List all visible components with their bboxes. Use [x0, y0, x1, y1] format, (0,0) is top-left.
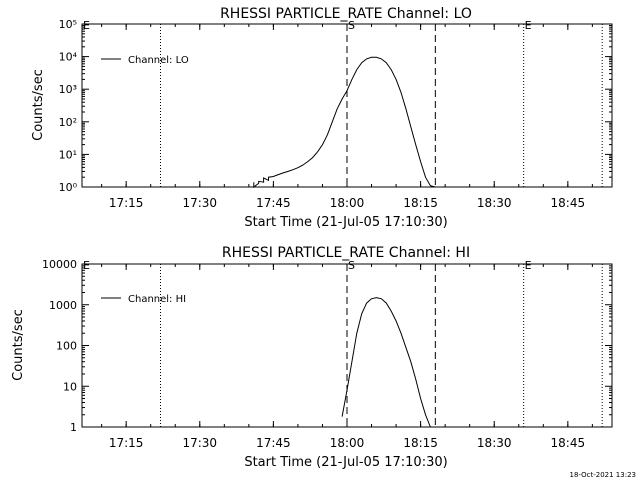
x-tick-label: 18:45 [551, 196, 586, 210]
y-tick-label: 1000 [49, 299, 77, 312]
y-axis-label: Counts/sec [31, 69, 46, 141]
x-tick-label: 17:45 [256, 196, 291, 210]
event-marker-label: E [525, 259, 532, 272]
x-tick-label: 18:30 [477, 436, 512, 450]
y-tick-label: 10¹ [59, 148, 77, 161]
y-tick-label: 100 [56, 340, 77, 353]
event-marker-label: S [348, 259, 355, 272]
event-marker-label: E [83, 259, 90, 272]
x-axis-label: Start Time (21-Jul-05 17:10:30) [244, 455, 447, 470]
event-marker-label: E [83, 19, 90, 32]
y-tick-label: 10² [59, 116, 77, 129]
event-marker-label: S [348, 19, 355, 32]
y-axis: 10⁰ 10¹ 10² 10³ 10⁴ 10⁵ [59, 18, 612, 194]
legend-label: Channel: HI [128, 294, 186, 305]
x-tick-label: 17:45 [256, 436, 291, 450]
y-tick-label: 10000 [42, 258, 77, 271]
event-marker-label: E [525, 19, 532, 32]
x-tick-label: 17:30 [182, 436, 217, 450]
y-axis-label: Counts/sec [11, 309, 26, 381]
x-tick-label: 18:00 [330, 436, 365, 450]
x-axis: 17:15 17:30 17:45 18:00 18:15 18:30 18:45 [101, 24, 593, 210]
legend-label: Channel: LO [128, 55, 189, 66]
x-axis: 17:15 17:30 17:45 18:00 18:15 18:30 18:45 [101, 264, 593, 450]
chart-title: RHESSI PARTICLE_RATE Channel: HI [222, 245, 470, 261]
y-tick-label: 10⁰ [59, 181, 78, 194]
y-tick-label: 1 [70, 421, 77, 434]
x-tick-label: 18:45 [551, 436, 586, 450]
y-axis: 1 10 100 1000 10000 [42, 258, 612, 434]
x-tick-label: 17:30 [182, 196, 217, 210]
x-axis-label: Start Time (21-Jul-05 17:10:30) [244, 215, 447, 230]
x-tick-label: 18:30 [477, 196, 512, 210]
y-tick-label: 10³ [59, 83, 77, 96]
y-tick-label: 10⁵ [59, 18, 77, 31]
series-line [341, 297, 431, 428]
legend: Channel: HI [101, 294, 186, 305]
legend: Channel: LO [101, 55, 189, 66]
x-tick-label: 17:15 [109, 196, 144, 210]
series-line [253, 56, 436, 189]
x-tick-label: 18:15 [403, 436, 438, 450]
lo-channel-panel: RHESSI PARTICLE_RATE Channel: LO E S E 17:… [31, 6, 613, 230]
x-tick-label: 18:00 [330, 196, 365, 210]
chart-title: RHESSI PARTICLE_RATE Channel: LO [220, 6, 472, 22]
y-tick-label: 10 [63, 380, 77, 393]
x-tick-label: 18:15 [403, 196, 438, 210]
hi-channel-panel: RHESSI PARTICLE_RATE Channel: HI E S E 17:… [11, 245, 613, 470]
timestamp: 18-Oct-2021 13:23 [569, 471, 636, 479]
x-tick-label: 17:15 [109, 436, 144, 450]
y-tick-label: 10⁴ [59, 51, 78, 64]
